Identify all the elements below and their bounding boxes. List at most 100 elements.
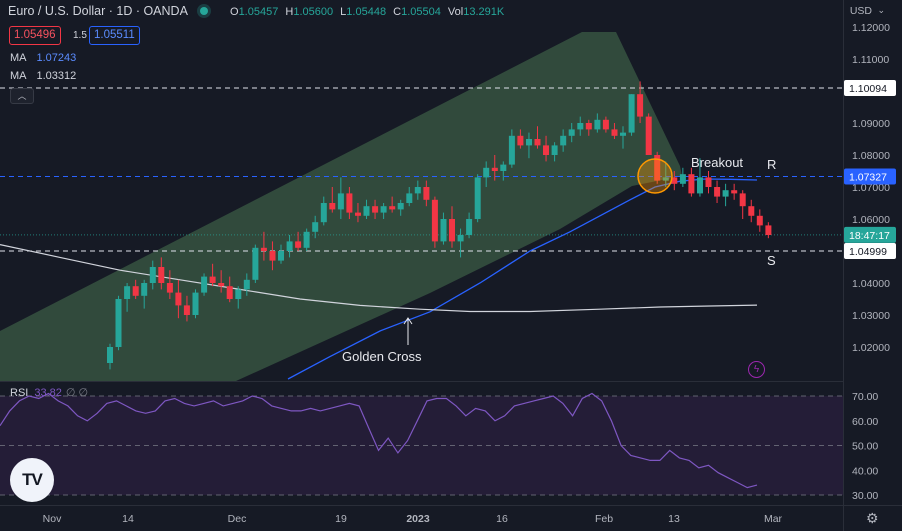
candle-body[interactable] — [662, 177, 669, 181]
candle-body[interactable] — [594, 119, 601, 130]
candle-body[interactable] — [714, 187, 721, 197]
currency-dropdown-icon[interactable]: ⌄ — [877, 5, 885, 15]
tradingview-logo-icon[interactable]: TV — [10, 458, 54, 502]
candle-body[interactable] — [269, 251, 276, 261]
candle-body[interactable] — [192, 292, 199, 315]
candle-body[interactable] — [389, 206, 396, 210]
candle-body[interactable] — [286, 241, 293, 251]
candle-body[interactable] — [380, 206, 387, 213]
candle-body[interactable] — [628, 94, 635, 133]
candle-body[interactable] — [568, 129, 575, 136]
candle-body[interactable] — [337, 193, 344, 210]
candle-body[interactable] — [115, 299, 122, 347]
candle-body[interactable] — [346, 193, 353, 213]
candle-body[interactable] — [611, 129, 618, 136]
candle-body[interactable] — [363, 206, 370, 216]
candle-body[interactable] — [637, 94, 644, 117]
candle-body[interactable] — [355, 212, 361, 216]
candle-body[interactable] — [688, 174, 695, 194]
candle-body[interactable] — [295, 241, 302, 248]
spread-value: 1.5 — [73, 30, 87, 41]
ma-fast-legend[interactable]: MA 1.07243 — [10, 52, 76, 64]
time-tick-label: 14 — [122, 513, 134, 525]
time-tick-label: 2023 — [406, 513, 430, 525]
candle-body[interactable] — [414, 187, 421, 194]
candle-body[interactable] — [748, 206, 755, 216]
candle-body[interactable] — [423, 187, 430, 200]
candle-body[interactable] — [526, 139, 532, 146]
ma-slow-line[interactable] — [0, 244, 758, 313]
sell-button[interactable]: 1.05496 — [9, 26, 61, 45]
candle-body[interactable] — [679, 174, 686, 184]
candle-body[interactable] — [175, 292, 182, 306]
candle-body[interactable] — [141, 283, 148, 296]
candle-body[interactable] — [534, 139, 541, 146]
candle-body[interactable] — [218, 283, 225, 287]
candle-body[interactable] — [457, 235, 464, 242]
candle-body[interactable] — [739, 193, 746, 207]
settings-icon[interactable]: ⚙ — [866, 510, 879, 526]
candle-body[interactable] — [671, 177, 678, 184]
symbol-title[interactable]: Euro / U.S. Dollar · 1D · OANDA — [8, 4, 208, 18]
candle-body[interactable] — [602, 119, 609, 130]
candle-body[interactable] — [132, 286, 139, 296]
candle-body[interactable] — [397, 203, 404, 210]
candle-body[interactable] — [645, 116, 652, 155]
candle-body[interactable] — [252, 247, 259, 280]
candle-body[interactable] — [278, 251, 284, 261]
buy-button[interactable]: 1.05511 — [89, 26, 140, 45]
price-tick-label: 1.04000 — [852, 278, 890, 290]
candle-body[interactable] — [620, 132, 626, 136]
candle-body[interactable] — [483, 167, 490, 178]
candle-body[interactable] — [722, 190, 729, 197]
candle-body[interactable] — [431, 199, 438, 242]
rsi-line[interactable] — [0, 392, 758, 489]
candle-body[interactable] — [166, 283, 173, 293]
ma-slow-legend[interactable]: MA 1.03312 — [10, 70, 76, 82]
candle-body[interactable] — [765, 225, 772, 235]
candle-body[interactable] — [149, 267, 156, 283]
symbol-name[interactable]: Euro / U.S. Dollar · 1D · OANDA — [8, 4, 188, 18]
candle-body[interactable] — [406, 193, 413, 203]
lightning-icon[interactable]: ϟ — [748, 361, 765, 378]
candle-body[interactable] — [551, 145, 558, 155]
candle-body[interactable] — [517, 135, 524, 146]
candle-body[interactable] — [226, 286, 233, 299]
candle-body[interactable] — [491, 167, 498, 171]
candle-body[interactable] — [312, 222, 319, 232]
chevron-up-icon[interactable]: ︿ — [10, 88, 34, 104]
candle-body[interactable] — [235, 289, 242, 299]
ma-fast-label: MA — [10, 52, 27, 64]
candle-body[interactable] — [329, 203, 336, 210]
candle-body[interactable] — [209, 276, 216, 283]
currency-selector[interactable]: USD — [849, 5, 872, 17]
candle-body[interactable] — [577, 123, 584, 130]
candle-body[interactable] — [543, 145, 549, 155]
candle-body[interactable] — [372, 206, 379, 213]
candle-body[interactable] — [440, 219, 447, 242]
candle-body[interactable] — [697, 177, 703, 194]
candle-body[interactable] — [158, 267, 165, 283]
candle-body[interactable] — [705, 177, 712, 187]
candle-body[interactable] — [107, 347, 113, 363]
candle-body[interactable] — [508, 135, 515, 165]
candle-body[interactable] — [474, 177, 481, 219]
candle-body[interactable] — [260, 247, 267, 251]
candle-body[interactable] — [303, 231, 310, 248]
candle-body[interactable] — [183, 305, 190, 315]
candle-body[interactable] — [466, 219, 473, 235]
candle-body[interactable] — [560, 135, 567, 146]
price-label-box — [844, 168, 896, 185]
candle-body[interactable] — [654, 155, 661, 181]
candle-body[interactable] — [731, 190, 738, 194]
candle-body[interactable] — [500, 164, 507, 171]
candle-body[interactable] — [124, 286, 131, 299]
candle-body[interactable] — [320, 203, 327, 223]
candle-body[interactable] — [201, 276, 208, 293]
candle-body[interactable] — [449, 219, 455, 242]
candle-body[interactable] — [243, 279, 250, 290]
candle-body[interactable] — [756, 215, 763, 226]
rsi-legend[interactable]: RSI 33.82 ∅ ∅ — [10, 386, 88, 399]
candle-body[interactable] — [585, 123, 592, 130]
